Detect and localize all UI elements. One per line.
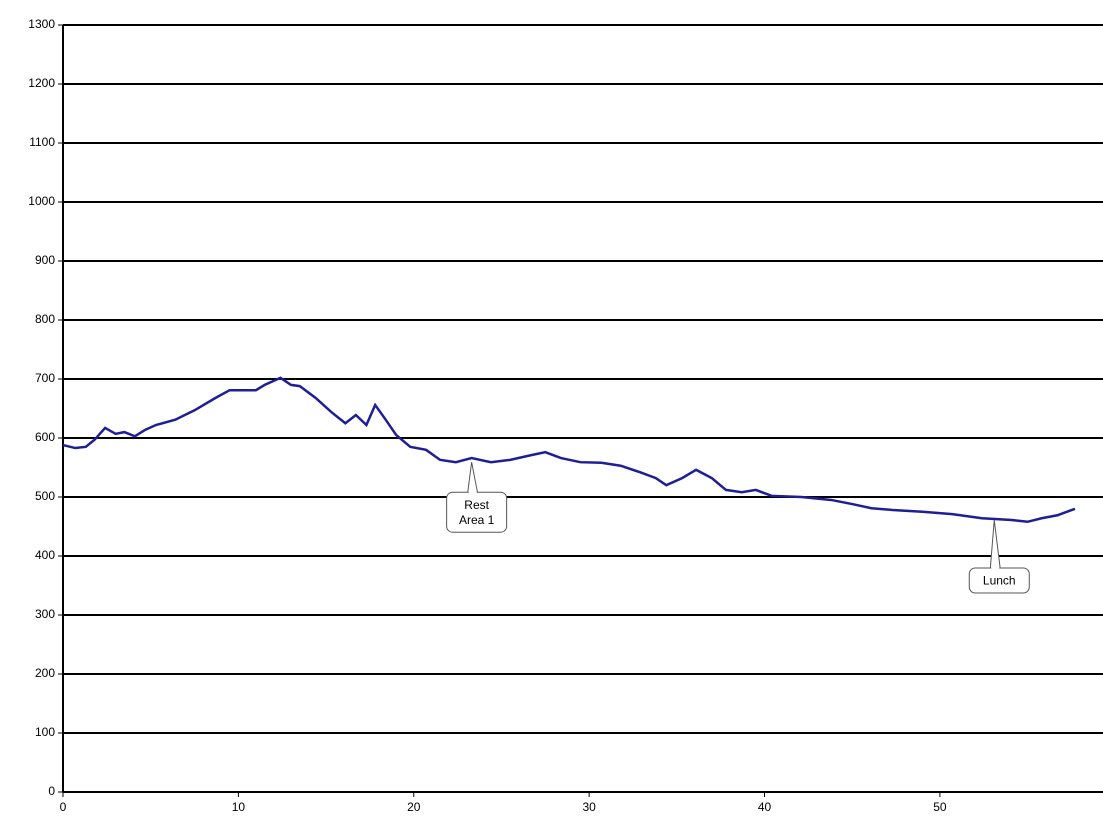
y-tick-label: 600 xyxy=(35,430,55,444)
y-tick-label: 200 xyxy=(35,666,55,680)
y-tick-label: 700 xyxy=(35,371,55,385)
x-tick-label: 50 xyxy=(933,800,947,814)
y-tick-label: 500 xyxy=(35,489,55,503)
annotation-text: Rest xyxy=(464,498,489,512)
annotation-pointer xyxy=(989,519,1001,570)
annotation-text: Lunch xyxy=(983,574,1016,588)
annotation-pointer xyxy=(467,462,479,494)
x-tick-label: 0 xyxy=(60,800,67,814)
y-tick-label: 1100 xyxy=(29,135,55,149)
y-tick-label: 800 xyxy=(35,312,55,326)
y-tick-label: 0 xyxy=(48,784,55,798)
y-tick-label: 300 xyxy=(35,607,55,621)
y-tick-label: 100 xyxy=(35,725,55,739)
y-tick-label: 900 xyxy=(35,253,55,267)
y-tick-label: 1300 xyxy=(28,17,55,31)
y-tick-label: 1200 xyxy=(28,76,55,90)
x-tick-label: 10 xyxy=(232,800,246,814)
annotation-text: Area 1 xyxy=(459,513,495,527)
data-line xyxy=(62,376,1076,524)
annotation: Lunch xyxy=(968,519,1030,594)
x-tick-label: 20 xyxy=(407,800,421,814)
y-tick-label: 1000 xyxy=(28,194,55,208)
y-tick-label: 400 xyxy=(35,548,55,562)
x-tick-label: 30 xyxy=(582,800,596,814)
x-tick-label: 40 xyxy=(758,800,772,814)
